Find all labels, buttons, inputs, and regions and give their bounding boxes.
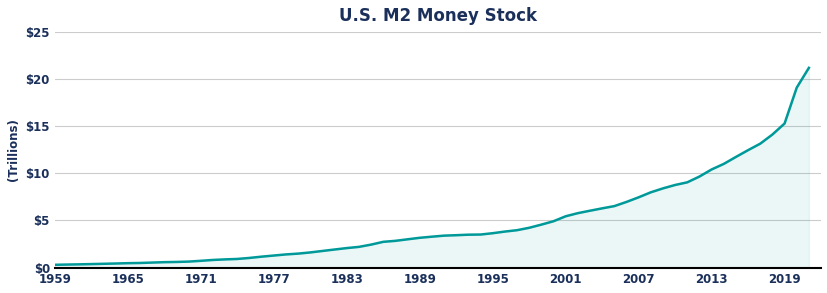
Title: U.S. M2 Money Stock: U.S. M2 Money Stock [338,7,537,25]
Y-axis label: (Trillions): (Trillions) [7,118,20,181]
